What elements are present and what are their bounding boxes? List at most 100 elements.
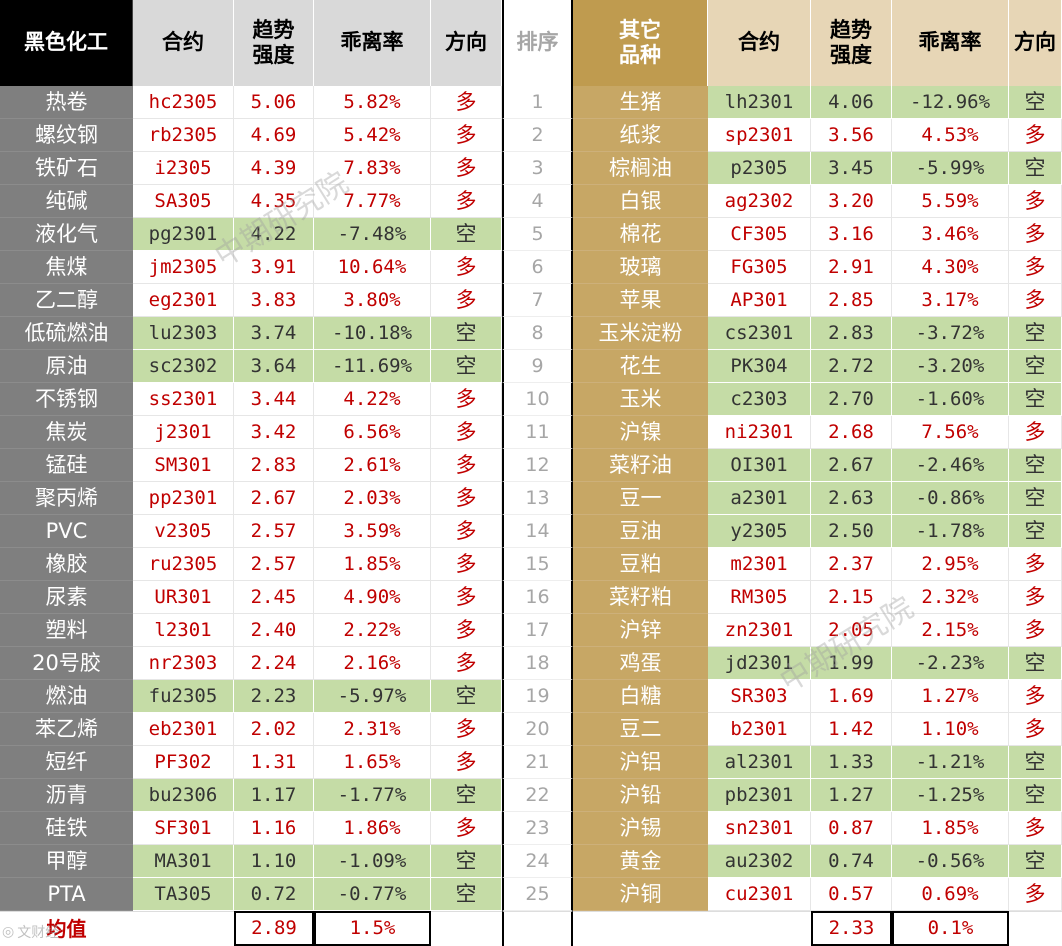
right-deviation: -0.86% xyxy=(892,482,1009,515)
right-deviation: -1.60% xyxy=(892,383,1009,416)
right-trend-average: 2.33 xyxy=(811,911,892,946)
header-contract-left: 合约 xyxy=(133,0,234,86)
left-contract: UR301 xyxy=(133,581,234,614)
left-direction: 多 xyxy=(431,251,502,284)
left-contract: SA305 xyxy=(133,185,234,218)
right-deviation: -0.56% xyxy=(892,845,1009,878)
right-trend-strength: 3.20 xyxy=(811,185,892,218)
rank-number: 18 xyxy=(502,647,573,680)
right-product-name: 纸浆 xyxy=(573,119,708,152)
left-deviation: 1.86% xyxy=(314,812,431,845)
left-direction: 多 xyxy=(431,152,502,185)
right-trend-strength: 1.27 xyxy=(811,779,892,812)
left-product-name: PVC xyxy=(0,515,133,548)
right-product-name: 豆粕 xyxy=(573,548,708,581)
left-deviation: 7.83% xyxy=(314,152,431,185)
left-trend-strength: 4.39 xyxy=(234,152,314,185)
average-label: 均值 xyxy=(0,911,133,946)
right-trend-strength: 3.16 xyxy=(811,218,892,251)
right-deviation: -5.99% xyxy=(892,152,1009,185)
right-direction: 空 xyxy=(1009,515,1062,548)
rank-number: 19 xyxy=(502,680,573,713)
left-trend-strength: 4.35 xyxy=(234,185,314,218)
right-product-name: 沪锌 xyxy=(573,614,708,647)
rank-number: 14 xyxy=(502,515,573,548)
right-trend-strength: 0.87 xyxy=(811,812,892,845)
right-deviation: -3.20% xyxy=(892,350,1009,383)
rank-number: 11 xyxy=(502,416,573,449)
header-deviation-right: 乖离率 xyxy=(892,0,1009,86)
right-deviation: -1.25% xyxy=(892,779,1009,812)
header-contract-right: 合约 xyxy=(708,0,811,86)
left-contract: nr2303 xyxy=(133,647,234,680)
rank-number: 9 xyxy=(502,350,573,383)
left-direction: 多 xyxy=(431,416,502,449)
right-deviation: 0.69% xyxy=(892,878,1009,911)
right-product-name: 玉米淀粉 xyxy=(573,317,708,350)
rank-number: 7 xyxy=(502,284,573,317)
right-contract: sn2301 xyxy=(708,812,811,845)
rank-number: 21 xyxy=(502,746,573,779)
left-direction: 多 xyxy=(431,548,502,581)
right-deviation: -2.23% xyxy=(892,647,1009,680)
right-trend-strength: 4.06 xyxy=(811,86,892,119)
right-contract: PK304 xyxy=(708,350,811,383)
left-deviation: 2.22% xyxy=(314,614,431,647)
left-direction: 空 xyxy=(431,680,502,713)
right-deviation: -12.96% xyxy=(892,86,1009,119)
header-right-group: 其它 品种 xyxy=(573,0,708,86)
left-deviation: 10.64% xyxy=(314,251,431,284)
left-deviation: -0.77% xyxy=(314,878,431,911)
left-direction: 空 xyxy=(431,845,502,878)
footer-blank xyxy=(708,911,811,946)
left-product-name: 沥青 xyxy=(0,779,133,812)
right-direction: 空 xyxy=(1009,317,1062,350)
right-product-name: 豆二 xyxy=(573,713,708,746)
left-deviation: -1.09% xyxy=(314,845,431,878)
right-product-name: 白糖 xyxy=(573,680,708,713)
left-deviation: 2.03% xyxy=(314,482,431,515)
right-product-name: 花生 xyxy=(573,350,708,383)
left-product-name: 铁矿石 xyxy=(0,152,133,185)
header-direction-left: 方向 xyxy=(431,0,502,86)
left-direction: 多 xyxy=(431,581,502,614)
left-product-name: 热卷 xyxy=(0,86,133,119)
right-deviation: 2.95% xyxy=(892,548,1009,581)
right-direction: 多 xyxy=(1009,119,1062,152)
right-deviation: 1.85% xyxy=(892,812,1009,845)
right-contract: y2305 xyxy=(708,515,811,548)
footer-blank xyxy=(502,911,573,946)
left-product-name: 液化气 xyxy=(0,218,133,251)
left-trend-strength: 3.64 xyxy=(234,350,314,383)
right-deviation: 3.17% xyxy=(892,284,1009,317)
right-direction: 空 xyxy=(1009,779,1062,812)
left-direction: 多 xyxy=(431,284,502,317)
rank-number: 3 xyxy=(502,152,573,185)
right-contract: OI301 xyxy=(708,449,811,482)
right-trend-strength: 1.99 xyxy=(811,647,892,680)
right-deviation: -3.72% xyxy=(892,317,1009,350)
left-product-name: 尿素 xyxy=(0,581,133,614)
right-deviation: 5.59% xyxy=(892,185,1009,218)
right-product-name: 生猪 xyxy=(573,86,708,119)
left-contract: eg2301 xyxy=(133,284,234,317)
left-trend-strength: 1.31 xyxy=(234,746,314,779)
right-product-name: 玉米 xyxy=(573,383,708,416)
right-product-name: 沪铜 xyxy=(573,878,708,911)
right-trend-strength: 2.85 xyxy=(811,284,892,317)
left-trend-strength: 5.06 xyxy=(234,86,314,119)
rank-number: 23 xyxy=(502,812,573,845)
left-contract: ru2305 xyxy=(133,548,234,581)
left-direction: 多 xyxy=(431,614,502,647)
right-product-name: 黄金 xyxy=(573,845,708,878)
header-left-group: 黑色化工 xyxy=(0,0,133,86)
left-trend-strength: 1.17 xyxy=(234,779,314,812)
left-trend-strength: 2.83 xyxy=(234,449,314,482)
left-direction: 多 xyxy=(431,482,502,515)
left-product-name: 焦炭 xyxy=(0,416,133,449)
left-deviation: 5.42% xyxy=(314,119,431,152)
right-trend-strength: 2.72 xyxy=(811,350,892,383)
left-deviation: -5.97% xyxy=(314,680,431,713)
left-deviation: 5.82% xyxy=(314,86,431,119)
rank-number: 2 xyxy=(502,119,573,152)
